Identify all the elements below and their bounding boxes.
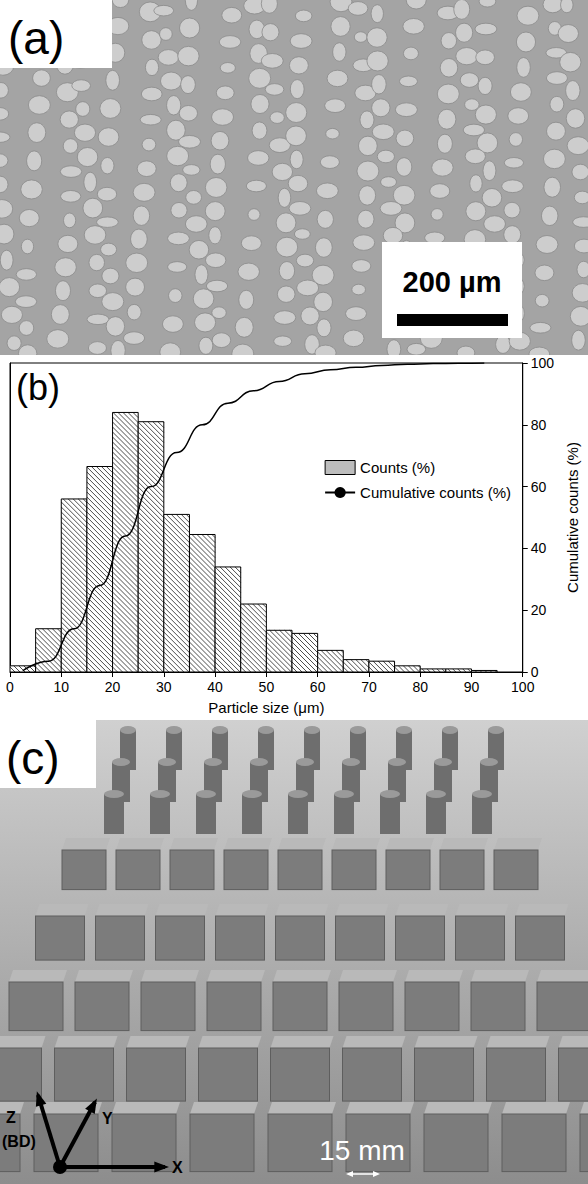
- svg-text:80: 80: [531, 417, 547, 433]
- svg-text:60: 60: [310, 679, 326, 695]
- svg-text:10: 10: [53, 679, 69, 695]
- svg-text:30: 30: [156, 679, 172, 695]
- svg-text:20: 20: [531, 602, 547, 618]
- svg-text:40: 40: [531, 540, 547, 556]
- svg-text:Y: Y: [102, 1110, 113, 1127]
- svg-text:(a): (a): [8, 12, 64, 64]
- svg-text:20: 20: [105, 679, 121, 695]
- svg-text:60: 60: [531, 479, 547, 495]
- svg-text:100: 100: [511, 679, 535, 695]
- svg-text:(b): (b): [16, 367, 60, 408]
- svg-text:(BD): (BD): [2, 1133, 36, 1150]
- svg-text:100: 100: [531, 355, 555, 371]
- svg-text:Cumulative counts (%): Cumulative counts (%): [564, 442, 581, 593]
- svg-text:80: 80: [412, 679, 428, 695]
- svg-text:200 µm: 200 µm: [403, 266, 502, 298]
- svg-text:0: 0: [6, 679, 14, 695]
- svg-text:50: 50: [259, 679, 275, 695]
- svg-text:X: X: [172, 1159, 183, 1176]
- svg-text:0: 0: [531, 664, 539, 680]
- svg-text:Z: Z: [6, 1109, 16, 1126]
- svg-text:Counts (%): Counts (%): [360, 459, 435, 476]
- svg-text:(c): (c): [6, 732, 60, 784]
- svg-text:70: 70: [361, 679, 377, 695]
- svg-text:15 mm: 15 mm: [319, 1135, 405, 1166]
- svg-text:90: 90: [464, 679, 480, 695]
- svg-text:Cumulative counts (%): Cumulative counts (%): [360, 484, 511, 501]
- svg-text:40: 40: [207, 679, 223, 695]
- svg-text:Particle size (μm): Particle size (μm): [208, 699, 324, 716]
